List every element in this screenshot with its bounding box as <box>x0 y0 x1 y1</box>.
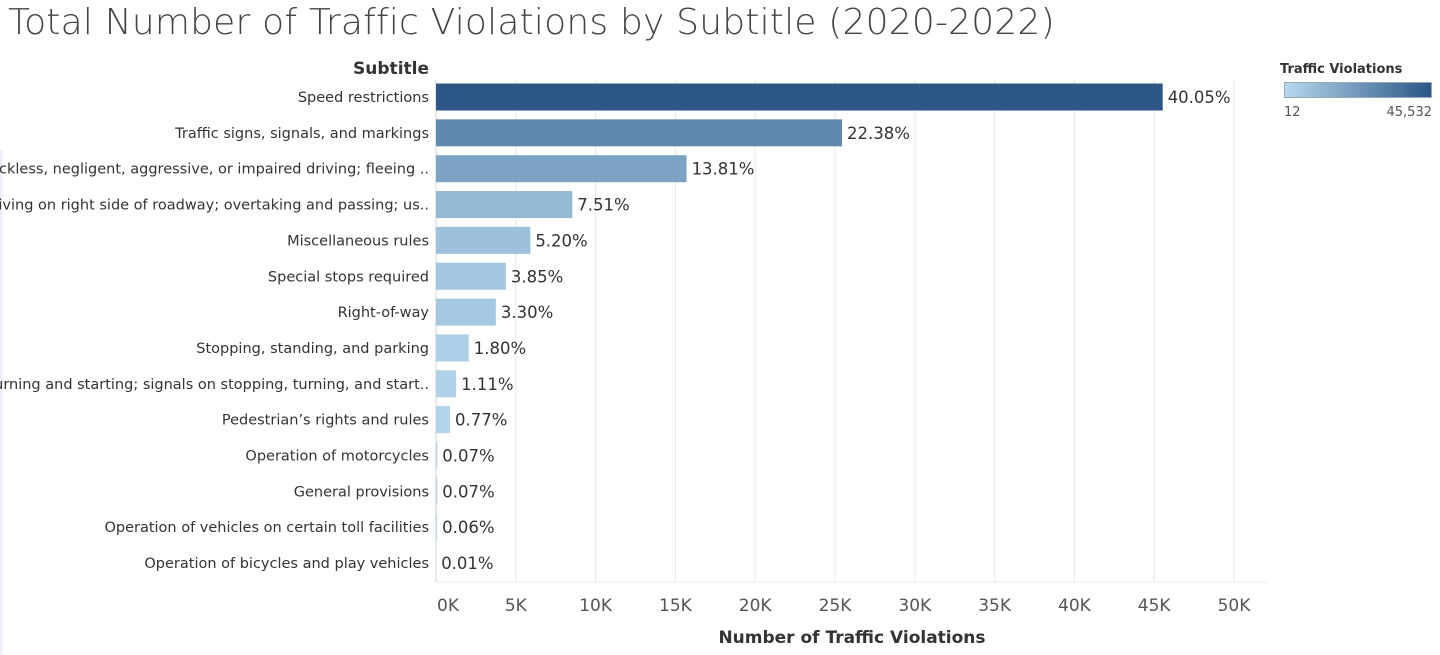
x-tick-label: 10K <box>579 596 613 616</box>
bar <box>436 298 496 326</box>
x-axis-ticks: 0K 5K 10K 15K 20K 25K 30K 35K 40K 45K 50K <box>437 596 1251 616</box>
value-label: 0.77% <box>455 411 507 430</box>
x-tick-label: 45K <box>1138 596 1172 616</box>
bar <box>436 513 438 541</box>
legend-color-ramp <box>1284 82 1432 98</box>
category-label: Right-of-way <box>338 305 430 321</box>
chart-title: Total Number of Traffic Violations by Su… <box>8 2 1055 43</box>
bar <box>436 226 531 254</box>
bar <box>436 442 438 469</box>
bar <box>436 334 469 362</box>
value-label: 7.51% <box>577 196 629 215</box>
category-label: General provisions <box>294 484 429 500</box>
legend-min-label: 12 <box>1284 105 1301 120</box>
category-label: Traffic signs, signals, and markings <box>174 126 429 142</box>
bar <box>436 155 687 183</box>
value-label: 5.20% <box>535 231 587 250</box>
value-label: 3.85% <box>511 267 563 286</box>
color-legend: Traffic Violations 12 45,532 <box>1280 62 1434 124</box>
x-axis-label: Number of Traffic Violations <box>718 628 985 648</box>
x-tick-label: 0K <box>437 596 460 616</box>
category-label: Pedestrian’s rights and rules <box>222 413 429 429</box>
category-label: Speed restrictions <box>298 90 429 106</box>
value-label: 1.80% <box>474 339 526 358</box>
bar <box>436 191 573 219</box>
x-tick-label: 35K <box>978 596 1012 616</box>
value-label: 0.06% <box>442 518 494 537</box>
x-tick-label: 20K <box>739 596 773 616</box>
bar <box>436 262 506 290</box>
x-tick-label: 5K <box>505 596 528 616</box>
bar <box>436 477 438 505</box>
legend-title: Traffic Violations <box>1280 62 1403 77</box>
category-label: Turning and starting; signals on stoppin… <box>0 377 429 393</box>
legend-max-label: 45,532 <box>1386 105 1433 120</box>
category-label: Operation of motorcycles <box>245 449 429 465</box>
category-label: Driving on right side of roadway; overta… <box>0 198 429 214</box>
category-labels: Speed restrictions Traffic signs, signals… <box>0 90 429 572</box>
value-label: 0.01% <box>441 554 493 573</box>
category-label: Miscellaneous rules <box>287 233 429 249</box>
x-tick-label: 30K <box>898 596 932 616</box>
value-label: 13.81% <box>692 160 755 179</box>
category-label: Reckless, negligent, aggressive, or impa… <box>0 162 429 178</box>
category-label: Operation of vehicles on certain toll fa… <box>104 520 429 536</box>
x-tick-label: 25K <box>819 596 853 616</box>
row-header: Subtitle <box>353 59 429 79</box>
x-tick-label: 15K <box>659 596 693 616</box>
value-label: 3.30% <box>501 303 553 322</box>
bar <box>436 83 1163 111</box>
x-tick-label: 40K <box>1058 596 1092 616</box>
bars <box>436 83 1163 577</box>
category-label: Operation of bicycles and play vehicles <box>144 556 429 572</box>
bar <box>436 549 437 577</box>
value-label: 1.11% <box>461 375 513 394</box>
value-label: 22.38% <box>847 124 910 143</box>
bar <box>436 406 451 434</box>
left-edge-shade <box>0 150 4 655</box>
value-labels: 40.05% 22.38% 13.81% 7.51% 5.20% 3.85% 3.30% 1.… <box>441 88 1230 573</box>
category-label: Special stops required <box>268 269 429 285</box>
bar-chart: Speed restrictions Traffic signs, signals… <box>0 59 1268 648</box>
bar <box>436 370 457 398</box>
category-label: Stopping, standing, and parking <box>196 341 429 357</box>
bar <box>436 119 843 147</box>
value-label: 0.07% <box>442 447 494 466</box>
x-tick-label: 50K <box>1218 596 1252 616</box>
value-label: 40.05% <box>1168 88 1231 107</box>
value-label: 0.07% <box>442 482 494 501</box>
